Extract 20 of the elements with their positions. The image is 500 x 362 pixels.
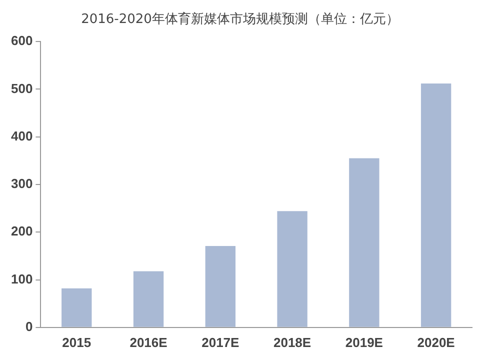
x-tick-label: 2018E [273,334,312,350]
y-tick-label: 500 [10,80,33,96]
x-tick-label: 2017E [202,334,240,350]
bar [62,288,92,327]
y-tick-label: 300 [10,176,33,192]
y-tick-label: 200 [10,224,33,239]
x-tick-label: 2019E [345,334,384,350]
bar [133,271,164,327]
bar [349,158,380,327]
y-tick-label: 100 [10,271,33,286]
x-tick-label: 2016E [130,334,168,350]
bar [277,211,308,327]
x-tick-label: 2015 [62,334,92,350]
y-tick-label: 400 [10,128,33,144]
bar [205,246,236,327]
y-tick-label: 0 [25,318,33,334]
bar [420,84,452,327]
chart-title: 2016-2020年体育新媒体市场规模预测（单位：亿元） [81,11,399,28]
y-tick-label: 600 [10,33,33,48]
x-tick-label: 2020E [417,334,456,350]
